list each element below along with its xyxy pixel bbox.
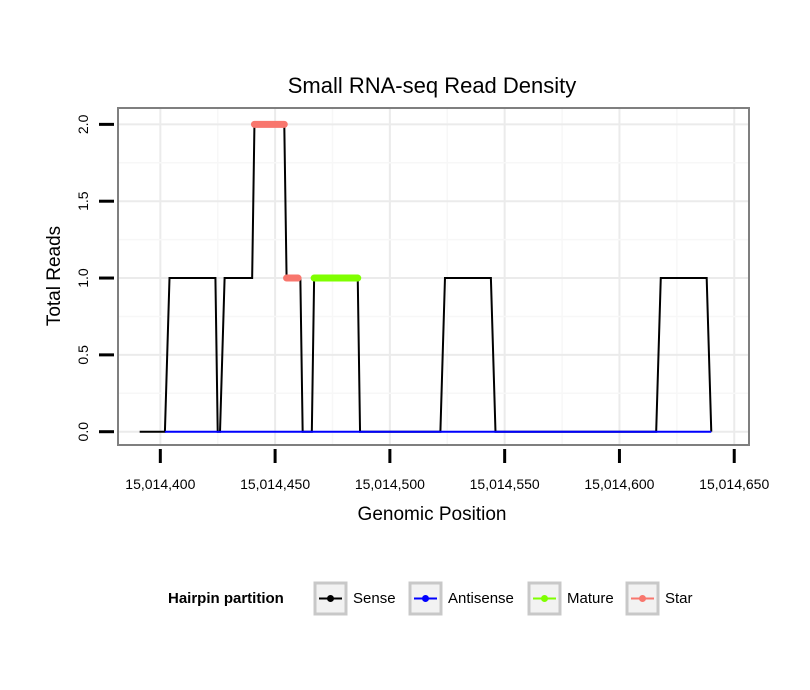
legend: Hairpin partition Sense Antisense Mature St…: [168, 581, 693, 616]
y-tick-label: 2.0: [75, 114, 91, 134]
legend-label: Mature: [567, 590, 614, 607]
legend-item-antisense: Antisense: [408, 581, 514, 616]
chart-title: Small RNA-seq Read Density: [288, 73, 577, 98]
legend-label: Sense: [353, 590, 396, 607]
y-axis-title: Total Reads: [44, 226, 65, 326]
legend-key-point: [541, 595, 548, 602]
plot-panel: [117, 107, 750, 446]
legend-item-sense: Sense: [313, 581, 396, 616]
x-tick-label: 15,014,550: [470, 476, 540, 492]
series-layer: [139, 120, 713, 433]
legend-label: Antisense: [448, 590, 514, 607]
axes: 15,014,400 15,014,450 15,014,500 15,014,550…: [75, 114, 769, 492]
x-tick-label: 15,014,600: [584, 476, 654, 492]
x-tick-label: 15,014,650: [699, 476, 769, 492]
legend-key-point: [422, 595, 429, 602]
legend-title: Hairpin partition: [168, 590, 284, 607]
legend-item-star: Star: [625, 581, 693, 616]
legend-label: Star: [665, 590, 693, 607]
y-tick-label: 0.0: [75, 422, 91, 442]
x-tick-label: 15,014,400: [125, 476, 195, 492]
y-tick-label: 1.5: [75, 191, 91, 211]
legend-key-point: [639, 595, 646, 602]
y-tick-label: 1.0: [75, 268, 91, 288]
legend-item-mature: Mature: [527, 581, 614, 616]
y-tick-label: 0.5: [75, 345, 91, 365]
x-axis-title: Genomic Position: [358, 504, 507, 525]
x-tick-label: 15,014,500: [355, 476, 425, 492]
legend-key-point: [327, 595, 334, 602]
x-tick-label: 15,014,450: [240, 476, 310, 492]
